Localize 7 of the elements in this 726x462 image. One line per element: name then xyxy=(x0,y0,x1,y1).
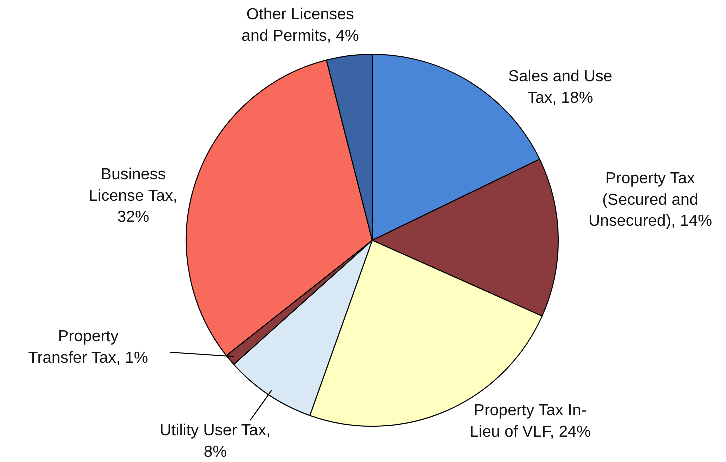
slice-label: Utility User Tax, 8% xyxy=(160,422,271,461)
slice-label: Other Licenses and Permits, 4% xyxy=(242,6,360,45)
slice-label: Business License Tax, 32% xyxy=(89,166,178,226)
legend-label: Property Transfer Tax, 1% xyxy=(28,328,148,367)
slice-label: Property Tax In-Lieu of VLF, 24% xyxy=(470,402,591,441)
slice-label: Sales and Use Tax, 18% xyxy=(508,68,613,107)
slice-label: Property Tax (Secured and Unsecured), 14% xyxy=(588,170,712,230)
